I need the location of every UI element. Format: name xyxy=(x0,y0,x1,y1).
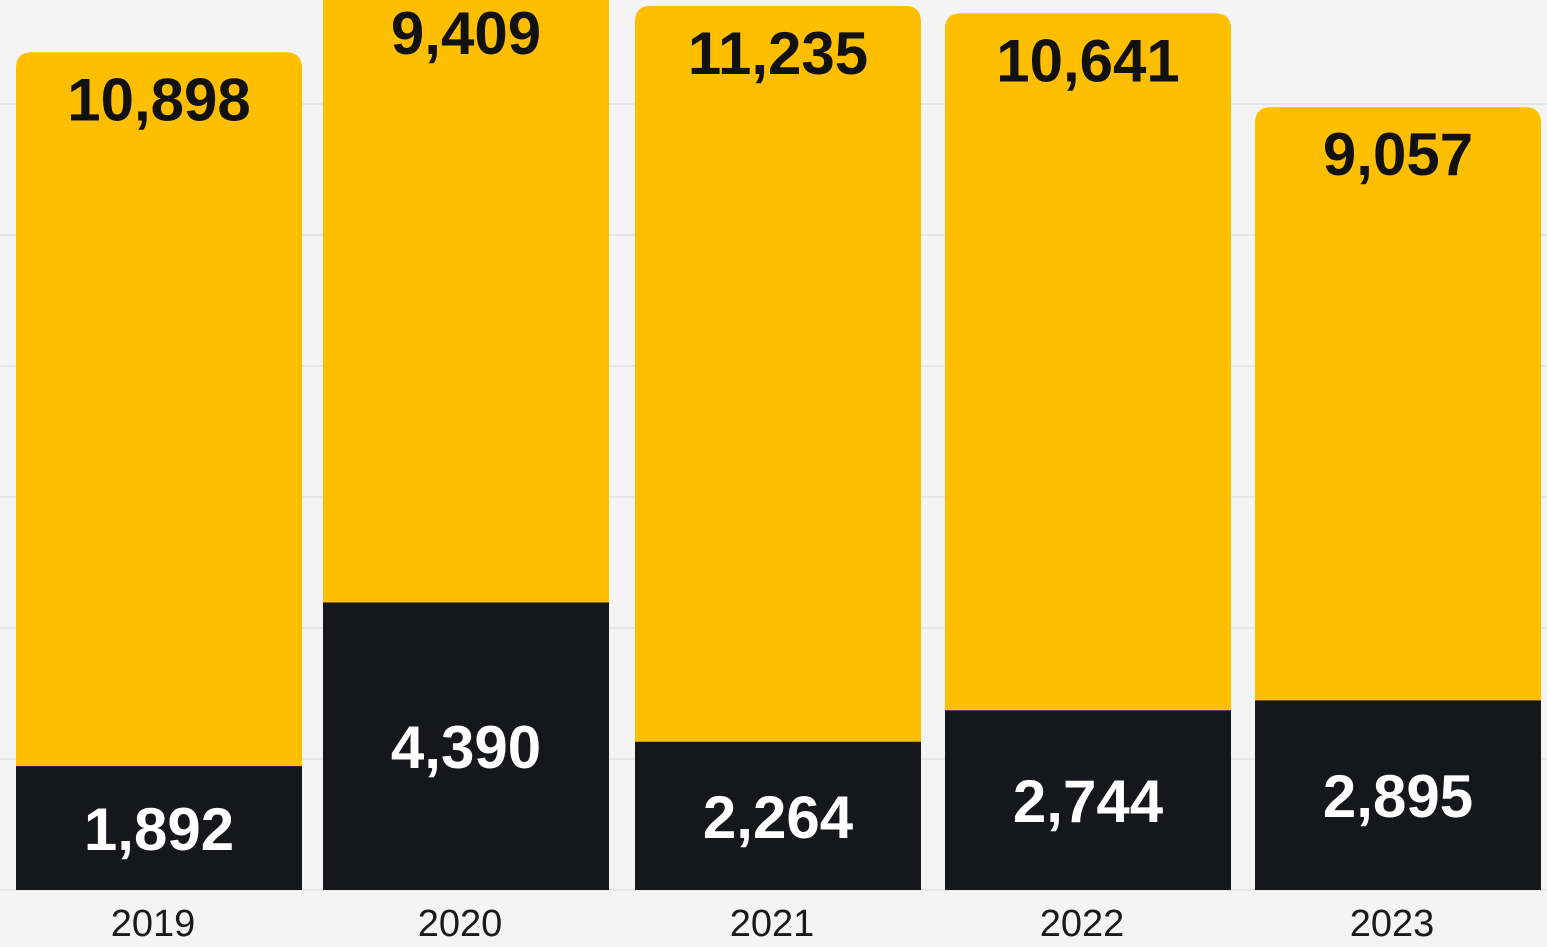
bars xyxy=(16,0,1541,890)
bar-segment-top-2023 xyxy=(1255,107,1541,701)
value-label-top-2022: 10,641 xyxy=(996,27,1180,94)
x-tick-label-2020: 2020 xyxy=(418,903,503,945)
bar-segment-bottom-2019 xyxy=(16,766,302,890)
value-label-bottom-2019: 1,892 xyxy=(84,796,234,863)
value-label-bottom-2022: 2,744 xyxy=(1013,768,1164,835)
bar-segment-bottom-2020 xyxy=(323,602,609,890)
value-label-top-2021: 11,235 xyxy=(688,20,868,87)
bar-segment-top-2021 xyxy=(635,5,921,742)
value-labels: 10,898 1,892 9,409 4,390 11,235 2,264 10,641 2,… xyxy=(67,0,1473,863)
x-tick-label-2021: 2021 xyxy=(730,903,815,945)
x-tick-label-2023: 2023 xyxy=(1350,903,1435,945)
bar-segment-bottom-2022 xyxy=(945,710,1231,890)
bar-segment-bottom-2021 xyxy=(635,741,921,890)
bar-segment-top-2020 xyxy=(323,0,609,603)
value-label-bottom-2021: 2,264 xyxy=(703,784,854,851)
value-label-bottom-2020: 4,390 xyxy=(391,714,541,781)
bar-segment-top-2022 xyxy=(945,13,1231,711)
x-tick-label-2019: 2019 xyxy=(111,903,196,945)
value-label-top-2023: 9,057 xyxy=(1323,121,1473,188)
value-label-bottom-2023: 2,895 xyxy=(1323,763,1473,830)
x-tick-label-2022: 2022 xyxy=(1040,903,1125,945)
bar-segment-bottom-2023 xyxy=(1255,700,1541,890)
x-axis-tick-labels: 2019 2020 2021 2022 2023 xyxy=(111,903,1435,945)
bar-segment-top-2019 xyxy=(16,52,302,767)
value-label-top-2020: 9,409 xyxy=(391,0,541,67)
value-label-top-2019: 10,898 xyxy=(67,66,251,133)
